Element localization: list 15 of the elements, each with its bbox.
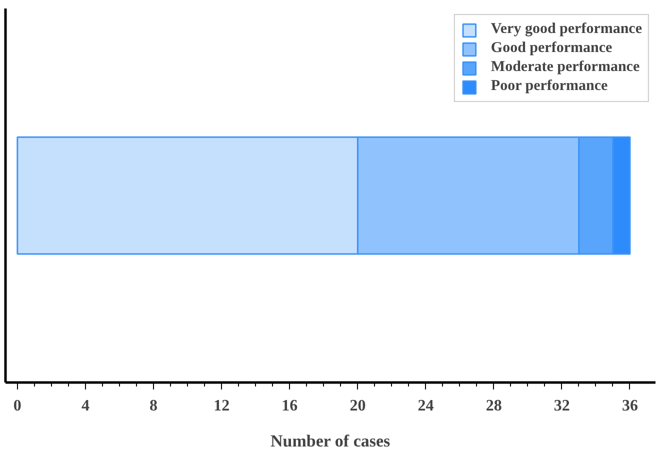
legend-label: Poor performance xyxy=(490,78,608,95)
x-tick-label: 36 xyxy=(622,398,638,414)
x-tick-label: 16 xyxy=(282,398,298,414)
legend-label: Good performance xyxy=(490,40,612,57)
x-tick-label: 20 xyxy=(350,398,366,414)
x-tick-label: 12 xyxy=(214,398,230,414)
x-tick-label: 32 xyxy=(554,398,570,414)
x-tick-label: 28 xyxy=(486,398,502,414)
x-tick-label: 24 xyxy=(418,398,434,414)
x-axis-title: Number of cases xyxy=(270,432,391,450)
x-tick-label: 0 xyxy=(13,398,22,414)
x-tick-label: 4 xyxy=(81,398,90,414)
x-tick-label: 8 xyxy=(150,398,158,414)
legend-label: Very good performance xyxy=(490,21,642,38)
legend-label: Moderate performance xyxy=(490,59,640,76)
